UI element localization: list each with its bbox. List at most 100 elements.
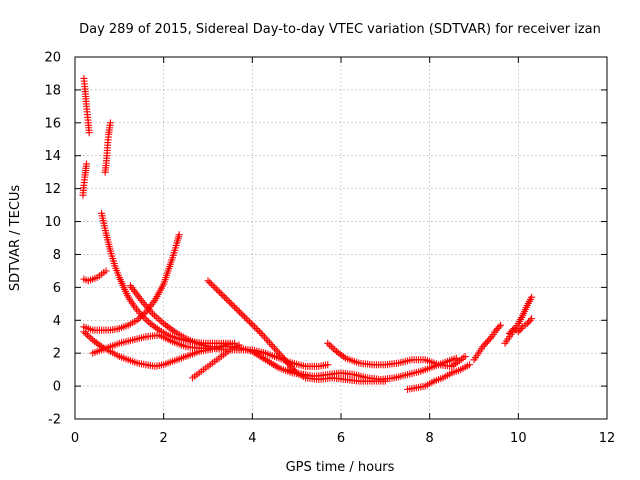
data-point <box>336 350 344 358</box>
data-point <box>492 326 500 334</box>
data-point <box>256 328 264 336</box>
x-tick-labels: 0 2 4 6 8 10 12 <box>71 431 615 446</box>
data-point <box>145 318 153 326</box>
data-point <box>175 231 183 239</box>
y-tick-label: 16 <box>44 116 61 131</box>
y-tick-label: 18 <box>44 83 61 98</box>
series-arc-m <box>324 339 469 370</box>
x-tick-label: 8 <box>426 431 434 446</box>
data-point <box>94 340 102 348</box>
y-tick-labels: -2 0 2 4 6 8 10 12 14 16 18 20 <box>44 51 61 428</box>
data-point <box>212 285 220 293</box>
data-point <box>333 348 341 356</box>
data-point <box>249 321 257 329</box>
data-point <box>284 359 292 367</box>
x-tick-label: 0 <box>71 431 79 446</box>
data-point <box>135 315 143 323</box>
data-point <box>143 316 151 324</box>
data-point <box>237 310 245 318</box>
data-point <box>242 315 250 323</box>
data-point <box>85 129 93 137</box>
data-point <box>525 318 533 326</box>
data-point <box>138 311 146 319</box>
data-point <box>480 341 488 349</box>
data-point <box>221 293 229 301</box>
data-point <box>83 160 91 168</box>
data-point <box>528 293 536 301</box>
data-point <box>80 328 88 336</box>
series-arc-q <box>505 315 536 337</box>
data-point <box>217 290 225 298</box>
data-point <box>83 331 91 339</box>
x-tick-label: 4 <box>248 431 256 446</box>
plot-frame <box>74 56 608 420</box>
data-point <box>325 341 333 349</box>
data-point <box>235 341 243 349</box>
series-arc-o <box>470 321 505 364</box>
data-point <box>227 300 235 308</box>
data-point <box>497 321 505 329</box>
data-point <box>106 119 114 127</box>
data-point <box>206 278 214 286</box>
data-point <box>482 339 490 347</box>
y-axis-title: SDTVAR / TECUs <box>8 185 23 292</box>
data-point <box>517 325 525 332</box>
chart-title: Day 289 of 2015, Sidereal Day-to-day VTE… <box>79 22 601 37</box>
y-tick-label: 6 <box>53 281 61 296</box>
data-point <box>133 316 141 324</box>
data-point <box>324 361 332 369</box>
series-arc-a <box>80 74 93 137</box>
data-point <box>486 334 494 342</box>
y-tick-label: 12 <box>44 182 61 197</box>
y-tick-label: 0 <box>53 380 61 395</box>
data-point <box>87 334 95 342</box>
data-point <box>211 283 219 291</box>
data-point <box>495 323 503 331</box>
data-point <box>514 328 522 336</box>
data-point <box>152 324 160 332</box>
data-point <box>89 336 97 344</box>
data-point <box>239 311 247 319</box>
data-point <box>479 343 487 351</box>
data-point <box>153 325 161 333</box>
data-point <box>523 320 531 328</box>
y-tick-label: -2 <box>48 413 61 428</box>
data-point <box>209 282 217 290</box>
x-tick-label: 6 <box>337 431 345 446</box>
data-point <box>505 329 513 337</box>
y-tick-label: 14 <box>44 149 61 164</box>
y-tick-label: 20 <box>44 51 61 66</box>
y-tick-label: 2 <box>53 347 61 362</box>
data-point <box>324 339 332 347</box>
series-arc-e <box>80 267 110 285</box>
data-point <box>485 336 493 344</box>
data-point <box>251 323 259 331</box>
y-tick-label: 10 <box>44 215 61 230</box>
axis-ticks <box>74 56 608 420</box>
data-point <box>232 305 240 313</box>
data-point <box>329 344 337 352</box>
data-point <box>494 325 502 332</box>
data-point <box>241 313 249 321</box>
x-tick-label: 12 <box>599 431 616 446</box>
data-point <box>528 315 536 323</box>
series-arc-l <box>284 354 460 384</box>
data-point <box>226 298 234 306</box>
data-point <box>137 313 145 321</box>
series-arc-c <box>101 119 114 176</box>
data-point <box>340 353 348 361</box>
series-arc-b <box>79 160 91 199</box>
data-point <box>254 326 262 334</box>
data-point <box>150 322 158 330</box>
series-arc-j <box>188 341 243 382</box>
data-point <box>82 329 90 337</box>
series-arc-n <box>404 361 474 393</box>
data-point <box>231 303 239 311</box>
data-point <box>146 320 154 328</box>
data-point <box>466 361 474 369</box>
data-point <box>207 280 215 288</box>
y-tick-label: 8 <box>53 248 61 263</box>
data-point <box>246 318 254 326</box>
